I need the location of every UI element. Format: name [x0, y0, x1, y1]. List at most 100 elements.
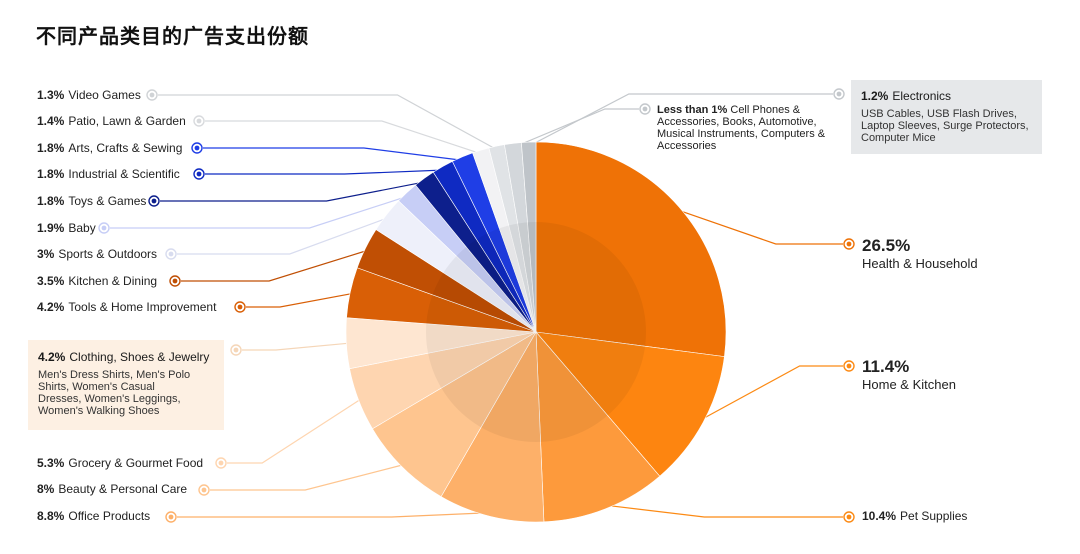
- label-pct: 1.2%: [861, 89, 889, 103]
- label-name: Clothing, Shoes & Jewelry: [69, 350, 210, 364]
- label-home: 11.4% Home & Kitchen: [862, 357, 956, 393]
- leader-line: [158, 94, 498, 151]
- label-name: Video Games: [68, 88, 141, 102]
- label-toys: 1.8% Toys & Games: [37, 194, 146, 208]
- leader-line: [205, 169, 445, 175]
- label-pct: 26.5%: [862, 236, 911, 255]
- label-name: Cell Phones & Accessories, Books, Automo…: [657, 104, 826, 152]
- label-name: Toys & Games: [68, 194, 147, 208]
- leader-line: [160, 181, 427, 202]
- label-name: Tools & Home Improvement: [68, 300, 217, 314]
- label-electronics: 1.2% Electronics USB Cables, USB Flash Dr…: [851, 80, 1042, 154]
- label-name: Patio, Lawn & Garden: [68, 114, 186, 128]
- leader-line: [513, 108, 639, 148]
- leader-dot-center: [168, 514, 174, 520]
- leader-dot-center: [233, 347, 239, 353]
- label-pct: 11.4%: [862, 357, 910, 376]
- label-name: Sports & Outdoors: [58, 247, 158, 261]
- label-sports: 3% Sports & Outdoors: [37, 247, 157, 261]
- label-pct: 1.3%: [37, 88, 65, 102]
- label-health: 26.5% Health & Household: [862, 236, 978, 272]
- pie-slice: [535, 141, 727, 357]
- label-grocery: 5.3% Grocery & Gourmet Food: [37, 456, 203, 470]
- label-pct: 3%: [37, 247, 55, 261]
- label-pct: 1.8%: [37, 141, 65, 155]
- label-tools: 4.2% Tools & Home Improvement: [37, 300, 216, 314]
- label-name: Grocery & Gourmet Food: [68, 456, 204, 470]
- label-pct: 4.2%: [37, 300, 65, 314]
- label-baby: 1.9% Baby: [37, 221, 96, 235]
- leader-line: [528, 93, 833, 147]
- leader-line: [205, 120, 483, 155]
- pie-slice: [535, 331, 725, 477]
- leader-dot-center: [196, 171, 202, 177]
- leader-line: [210, 463, 406, 491]
- leader-dot-center: [642, 106, 648, 112]
- label-name: Arts, Crafts & Sewing: [68, 141, 183, 155]
- label-pct: 8%: [37, 482, 55, 496]
- label-pct: 1.8%: [37, 194, 65, 208]
- leader-dot-center: [149, 92, 155, 98]
- leader-dot-center: [836, 91, 842, 97]
- label-detail: Men's Dress Shirts, Men's Polo Shirts, W…: [38, 369, 191, 417]
- leader-line: [181, 249, 370, 282]
- leader-line: [604, 504, 843, 518]
- chart-title: 不同产品类目的广告支出份额: [36, 24, 309, 48]
- pie-slice: [521, 141, 537, 333]
- leader-line: [203, 147, 465, 162]
- leader-line: [177, 512, 492, 518]
- leader-line: [246, 292, 355, 308]
- leader-dot-center: [846, 241, 852, 247]
- label-pet: 10.4% Pet Supplies: [862, 509, 967, 523]
- label-pct: 1.8%: [37, 167, 65, 181]
- label-pct: 3.5%: [37, 274, 65, 288]
- leader-dot-center: [846, 363, 852, 369]
- leader-dot-center: [196, 118, 202, 124]
- leader-dot-center: [846, 514, 852, 520]
- label-name: Pet Supplies: [900, 509, 968, 523]
- label-detail: USB Cables, USB Flash Drives, Laptop Sle…: [861, 108, 1029, 144]
- leader-dot-center: [151, 198, 157, 204]
- label-less-than-1: Less than 1% Cell Phones & Accessories, …: [657, 104, 837, 152]
- leader-lines: [98, 88, 855, 523]
- leader-line: [227, 397, 363, 464]
- label-name: Office Products: [68, 509, 151, 523]
- label-name: Baby: [68, 221, 96, 235]
- label-name: Health & Household: [862, 256, 978, 271]
- leader-line: [675, 208, 843, 245]
- label-name: Kitchen & Dining: [68, 274, 158, 288]
- label-pct: 10.4%: [862, 509, 897, 523]
- label-kitchen: 3.5% Kitchen & Dining: [37, 274, 157, 288]
- pie-slice: [372, 331, 537, 498]
- pie-slice: [535, 331, 661, 523]
- label-name: Electronics: [892, 89, 952, 103]
- label-industrial: 1.8% Industrial & Scientific: [37, 167, 180, 181]
- pie-inner-ring: [426, 222, 646, 442]
- label-name: Beauty & Personal Care: [58, 482, 188, 496]
- leader-dot-center: [194, 145, 200, 151]
- label-pct: 5.3%: [37, 456, 65, 470]
- label-video-games: 1.3% Video Games: [37, 88, 141, 102]
- label-pct: 1.4%: [37, 114, 65, 128]
- label-beauty: 8% Beauty & Personal Care: [37, 482, 187, 496]
- leader-line: [699, 365, 843, 422]
- label-clothing: 4.2% Clothing, Shoes & Jewelry Men's Dres…: [28, 340, 224, 430]
- leader-dot-center: [218, 460, 224, 466]
- leader-dot-center: [237, 304, 243, 310]
- label-patio: 1.4% Patio, Lawn & Garden: [37, 114, 186, 128]
- label-pct: 8.8%: [37, 509, 65, 523]
- label-pct: 4.2%: [38, 350, 66, 364]
- pie-slice: [440, 330, 545, 523]
- label-pct: 1.9%: [37, 221, 65, 235]
- label-name: Home & Kitchen: [862, 377, 956, 392]
- leader-line: [177, 216, 390, 255]
- label-pct: Less than 1%: [657, 104, 728, 116]
- leader-line: [242, 342, 351, 351]
- label-office: 8.8% Office Products: [37, 509, 150, 523]
- leader-dot-center: [168, 251, 174, 257]
- label-name: Industrial & Scientific: [68, 167, 180, 181]
- leader-dot-center: [101, 225, 107, 231]
- label-arts: 1.8% Arts, Crafts & Sewing: [37, 141, 182, 155]
- leader-dot-center: [172, 278, 178, 284]
